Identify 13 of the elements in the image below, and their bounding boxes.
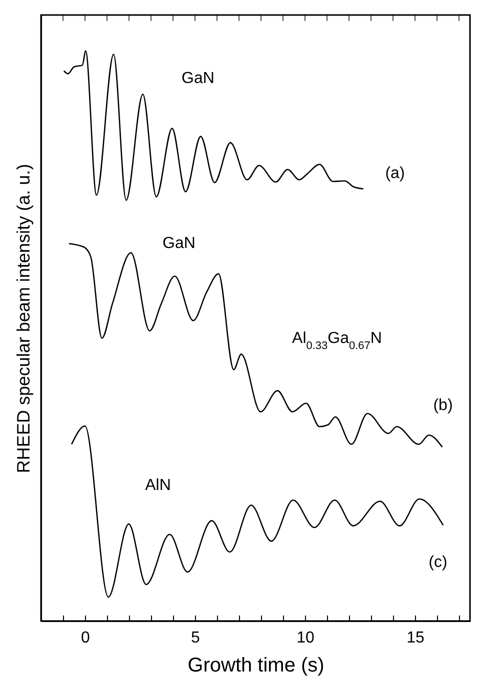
- x-tick-label: 0: [81, 630, 90, 646]
- annotation: Al$_{0.33}$Ga$_{0.67}$N: [292, 330, 382, 352]
- annotation: (c): [428, 554, 448, 571]
- annotation: GaN: [162, 235, 196, 252]
- x-tick-label: 5: [191, 630, 200, 646]
- annotation: (a): [385, 165, 405, 182]
- x-axis-title: Growth time (s): [188, 654, 324, 676]
- annotation: AlN: [145, 477, 171, 494]
- x-tick-label: 15: [406, 630, 424, 646]
- x-tick-label: 10: [296, 630, 314, 646]
- y-axis-title: RHEED specular beam intensity (a. u.): [14, 164, 34, 474]
- annotation: GaN: [182, 70, 214, 87]
- annotation: (b): [433, 397, 453, 414]
